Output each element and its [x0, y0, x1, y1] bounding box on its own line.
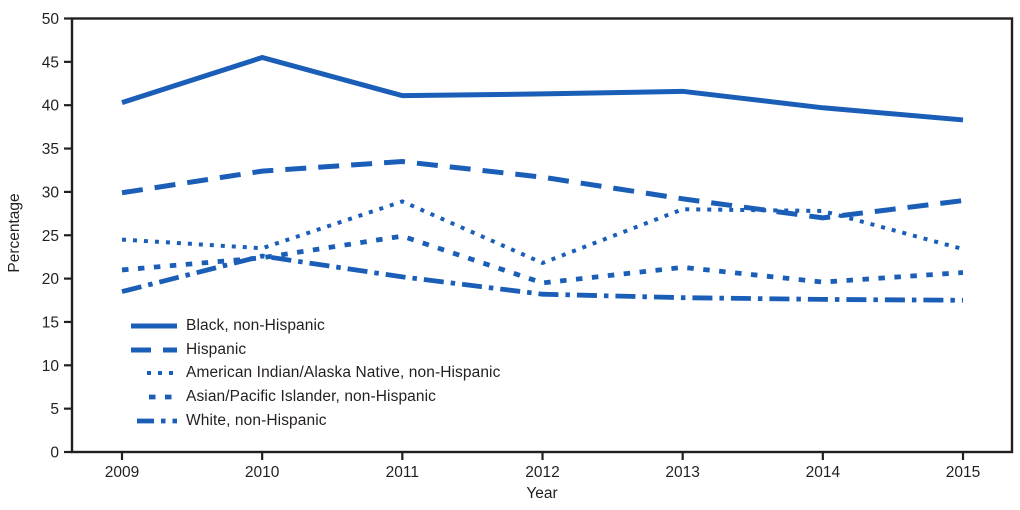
legend-item-asian-pacific-islander: Asian/Pacific Islander, non-Hispanic — [129, 385, 500, 409]
legend-label: White, non-Hispanic — [186, 412, 327, 430]
y-tick-label: 45 — [42, 54, 59, 71]
legend-item-american-indian-alaska-native: American Indian/Alaska Native, non-Hispa… — [129, 362, 500, 386]
y-tick-label: 20 — [42, 271, 60, 288]
legend-item-white: White, non-Hispanic — [129, 409, 500, 433]
y-tick-label: 50 — [42, 11, 60, 28]
series-line-hispanic — [121, 159, 964, 221]
y-tick-label: 30 — [42, 184, 60, 201]
x-tick-label: 2014 — [806, 464, 841, 481]
y-axis-title: Percentage — [6, 193, 23, 273]
legend-swatch-dash-dot-line — [137, 418, 177, 424]
x-tick-label: 2015 — [946, 464, 980, 481]
legend-label: American Indian/Alaska Native, non-Hispa… — [186, 364, 501, 382]
legend: Black, non-Hispanic Hispanic American In… — [129, 314, 500, 433]
x-tick-label: 2011 — [386, 464, 419, 481]
legend-item-hispanic: Hispanic — [129, 338, 500, 362]
y-tick-label: 5 — [50, 401, 59, 418]
y-tick-label: 10 — [42, 358, 60, 375]
legend-label: Asian/Pacific Islander, non-Hispanic — [186, 388, 437, 406]
legend-label: Hispanic — [186, 340, 247, 358]
legend-label: Black, non-Hispanic — [186, 316, 325, 334]
y-tick-label: 0 — [50, 445, 59, 462]
legend-swatch-dashed-line — [131, 347, 177, 353]
x-tick-label: 2013 — [665, 464, 699, 481]
legend-item-black: Black, non-Hispanic — [129, 314, 500, 338]
x-tick-label: 2012 — [525, 464, 559, 481]
legend-swatch-square-dash-line — [149, 394, 177, 400]
x-axis-title: Year — [526, 485, 558, 502]
y-tick-label: 40 — [42, 98, 60, 115]
y-tick-label: 15 — [42, 314, 59, 331]
series-line-white-non-hispanic — [121, 253, 964, 303]
x-tick-label: 2009 — [105, 464, 139, 481]
y-tick-label: 25 — [42, 228, 59, 245]
x-tick-label: 2010 — [245, 464, 280, 481]
y-tick-label: 35 — [42, 141, 59, 158]
series-line-american-indian-alaska-native-non-hispanic — [121, 199, 964, 266]
legend-swatch-dotted-line — [147, 371, 177, 376]
series-line-black-non-hispanic — [121, 54, 964, 123]
legend-swatch-solid-line — [131, 323, 177, 329]
